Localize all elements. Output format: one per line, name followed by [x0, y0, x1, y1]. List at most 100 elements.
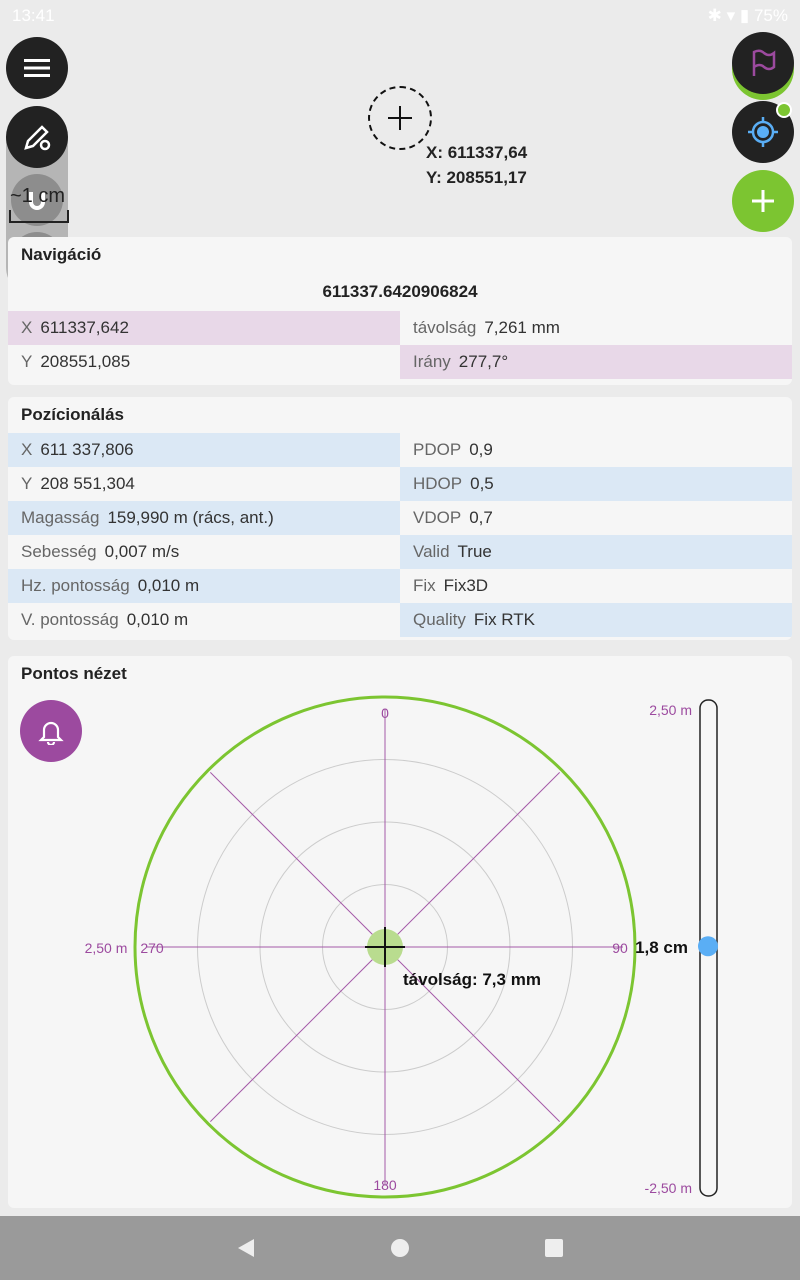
table-row: Hz. pontosság 0,010 m Fix Fix3D [8, 569, 792, 603]
add-button[interactable] [732, 170, 794, 232]
value: 611337,642 [40, 318, 129, 337]
label: PDOP [413, 440, 462, 459]
status-battery: ✱ ▾ ▮ 75% [707, 6, 788, 25]
map-crosshair [368, 86, 432, 150]
alarm-button[interactable] [20, 700, 82, 762]
label: Fix [413, 576, 436, 595]
flag-button[interactable] [732, 32, 794, 94]
label: Y [21, 352, 33, 371]
navigation-value: 611337.6420906824 [322, 282, 478, 301]
value: 277,7° [458, 352, 509, 371]
label: Y [21, 474, 33, 493]
edit-settings-button[interactable] [6, 106, 68, 168]
table-cell: Fix Fix3D [400, 569, 792, 603]
label-west: 270 [140, 940, 164, 956]
table-cell: VDOP 0,7 [400, 501, 792, 535]
value: True [457, 542, 492, 561]
radius-label: 2,50 m [85, 940, 128, 956]
value: 611 337,806 [40, 440, 134, 459]
positioning-card: Pozícionálás X 611 337,806 PDOP 0,9 Y 208 551… [8, 397, 792, 640]
table-row: Magasság 159,990 m (rács, ant.) VDOP 0,7 [8, 501, 792, 535]
slider-top-label: 2,50 m [649, 702, 692, 718]
slider-bottom-label: -2,50 m [645, 1180, 692, 1196]
table-cell: PDOP 0,9 [400, 433, 792, 467]
value: 208551,085 [40, 352, 131, 371]
value: Fix RTK [473, 610, 535, 629]
menu-button[interactable] [6, 37, 68, 99]
value: 0,007 m/s [104, 542, 180, 561]
value: 0,010 m [137, 576, 200, 595]
gps-status-dot [776, 102, 792, 118]
back-icon[interactable] [234, 1236, 258, 1260]
table-cell: Quality Fix RTK [400, 603, 792, 637]
slider-knob[interactable] [698, 936, 718, 957]
recents-icon[interactable] [542, 1236, 566, 1260]
scale-label: ~1 cm [10, 185, 66, 207]
system-nav-bar [0, 1216, 800, 1280]
label: HDOP [413, 474, 463, 493]
value: 159,990 m (rács, ant.) [107, 508, 274, 527]
table-row: V. pontosság 0,010 m Quality Fix RTK [8, 603, 792, 637]
table-row: X 611 337,806 PDOP 0,9 [8, 433, 792, 467]
plus-icon [752, 190, 774, 212]
table-row: X 611337,642 távolság 7,261 mm [8, 311, 792, 345]
label: Sebesség [21, 542, 97, 561]
navigation-card: Navigáció 611337.6420906824 X 611337,642 … [8, 237, 792, 385]
value: 208 551,304 [40, 474, 135, 493]
bell-icon [38, 721, 64, 745]
crosshair-plus-icon-v [399, 106, 401, 130]
table-cell: Hz. pontosság 0,010 m [8, 569, 400, 603]
label-east: 90 [612, 940, 628, 956]
grid-spoke [384, 771, 561, 948]
table-cell: X 611 337,806 [8, 433, 400, 467]
grid-spoke [384, 946, 561, 1123]
gps-target-icon [748, 117, 778, 147]
status-time: 13:41 [12, 6, 55, 25]
scale-bar [9, 210, 69, 223]
flag-icon [752, 49, 776, 76]
table-row: Sebesség 0,007 m/s Valid True [8, 535, 792, 569]
table-cell: Valid True [400, 535, 792, 569]
status-bar: 13:41 ✱ ▾ ▮ 75% [0, 0, 800, 32]
crosshair-y: Y: 208551,17 [426, 168, 527, 187]
pencil-gear-icon [24, 125, 51, 151]
distance-label: távolság: 7,3 mm [403, 970, 541, 989]
table-cell: HDOP 0,5 [400, 467, 792, 501]
table-row: Y 208 551,304 HDOP 0,5 [8, 467, 792, 501]
value: 0,7 [469, 508, 493, 527]
magnet-button[interactable] [11, 174, 63, 226]
home-icon[interactable] [388, 1236, 412, 1260]
locate-button[interactable] [732, 101, 794, 163]
value: 0,010 m [126, 610, 189, 629]
value: 0,9 [469, 440, 493, 459]
navigation-title: Navigáció [21, 245, 102, 264]
label: X [21, 318, 33, 337]
slider-value-label: 1,8 cm [635, 938, 688, 957]
grid-spoke [209, 946, 386, 1123]
table-cell: Y 208 551,304 [8, 467, 400, 501]
menu-icon [24, 59, 50, 77]
label: X [21, 440, 33, 459]
crosshair-x: X: 611337,64 [426, 143, 528, 162]
table-row: Y 208551,085 Irány 277,7° [8, 345, 792, 379]
table-cell: V. pontosság 0,010 m [8, 603, 400, 637]
label: Valid [413, 542, 450, 561]
magnet-icon [29, 192, 45, 210]
value: 7,261 mm [484, 318, 560, 337]
label-south: 180 [373, 1177, 397, 1193]
label: Quality [413, 610, 466, 629]
label: V. pontosság [21, 610, 119, 629]
label: Irány [413, 352, 451, 371]
grid-spoke [209, 771, 386, 948]
value: 0,5 [470, 474, 494, 493]
table-cell: Sebesség 0,007 m/s [8, 535, 400, 569]
table-cell: Magasság 159,990 m (rács, ant.) [8, 501, 400, 535]
label-north: 0 [381, 705, 389, 721]
value: Fix3D [443, 576, 489, 595]
positioning-title: Pozícionálás [21, 405, 124, 424]
label: Magasság [21, 508, 100, 527]
label: Hz. pontosság [21, 576, 130, 595]
label: távolság [413, 318, 477, 337]
label: VDOP [413, 508, 462, 527]
